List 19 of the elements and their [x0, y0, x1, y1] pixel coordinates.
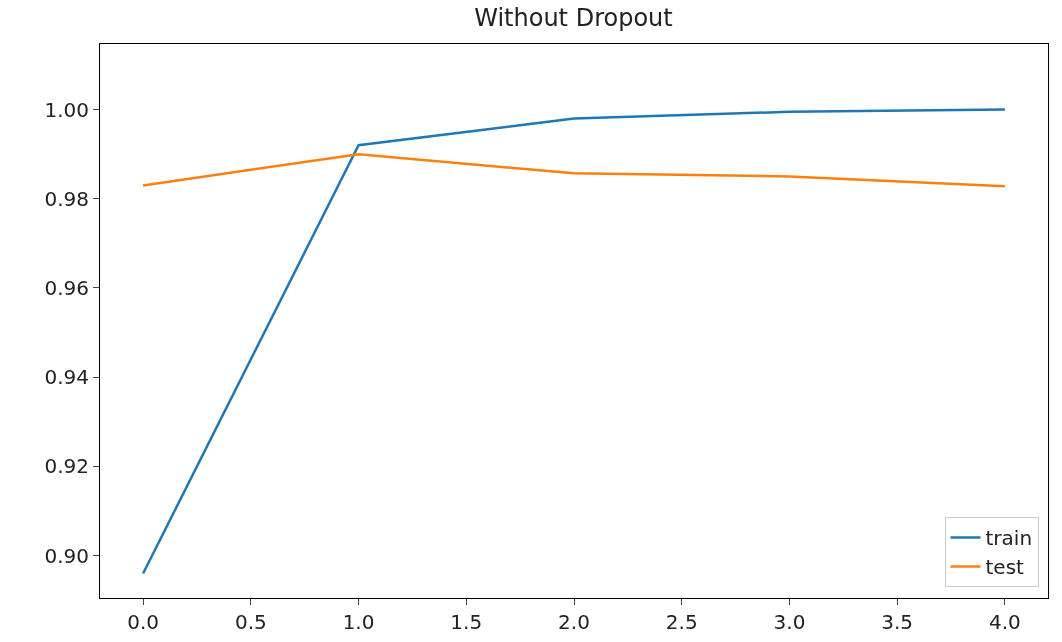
x-tick-label: 3.5 — [881, 610, 914, 634]
y-tick-label: 0.94 — [44, 365, 89, 390]
x-tick-label: 2.5 — [665, 610, 698, 634]
y-tick-label: 0.90 — [44, 543, 89, 568]
y-tick-label: 1.00 — [44, 97, 89, 122]
x-tick-label: 4.0 — [989, 610, 1021, 634]
y-tick-label: 0.92 — [44, 454, 89, 479]
x-tick-label: 1.0 — [342, 610, 375, 634]
chart-title: Without Dropout — [474, 4, 673, 33]
x-tick-label: 0.0 — [127, 610, 159, 634]
x-tick-label: 1.5 — [450, 610, 483, 634]
y-tick-label: 0.96 — [44, 275, 89, 300]
x-tick-label: 0.5 — [234, 610, 267, 634]
y-tick-label: 0.98 — [44, 186, 89, 211]
x-tick-label: 3.0 — [773, 610, 806, 634]
x-tick-label: 2.0 — [558, 610, 590, 634]
legend-label: train — [985, 526, 1033, 551]
legend-label: test — [985, 555, 1025, 580]
line-series — [141, 152, 1007, 188]
